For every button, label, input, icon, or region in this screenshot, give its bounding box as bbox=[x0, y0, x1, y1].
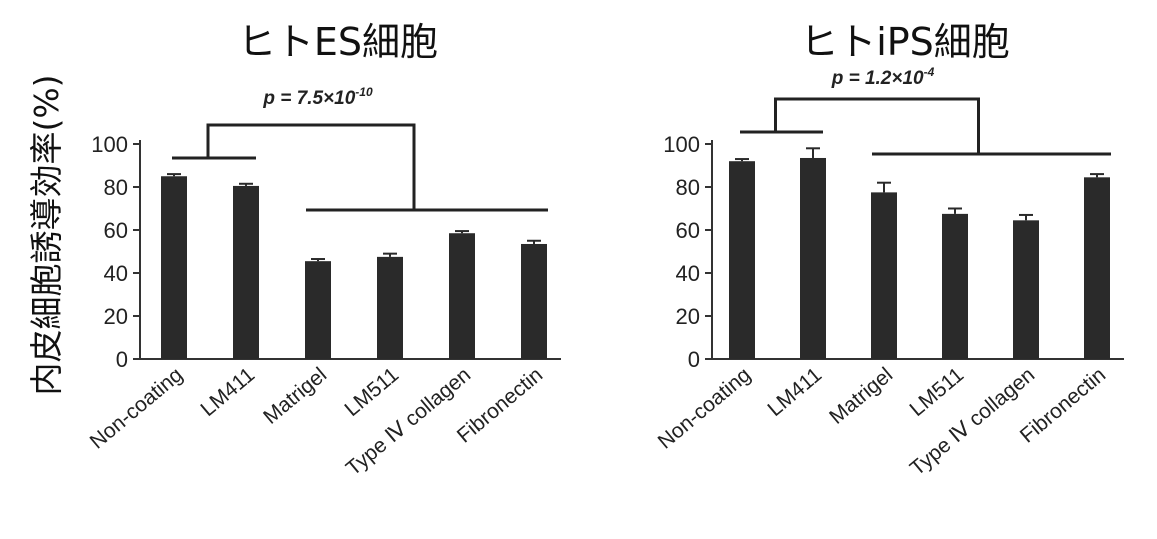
significance-bracket bbox=[774, 97, 980, 154]
chart-panel-es: ヒトES細胞 0 20 40 60 80 100 Non-coating LM411 Matrig… bbox=[86, 20, 561, 480]
bar bbox=[800, 157, 826, 359]
bar bbox=[233, 185, 259, 359]
bar bbox=[449, 233, 475, 359]
bar bbox=[871, 192, 897, 359]
bar bbox=[305, 261, 331, 359]
bar bbox=[161, 176, 187, 359]
x-tick-label: LM411 bbox=[196, 363, 259, 421]
bar bbox=[521, 243, 547, 359]
x-tick-label: Non-coating bbox=[86, 363, 188, 453]
y-tick-label: 0 bbox=[116, 347, 128, 372]
y-tick-label: 20 bbox=[104, 304, 128, 329]
chart-title: ヒトES細胞 bbox=[238, 20, 438, 64]
x-tick-label: Matrigel bbox=[259, 363, 331, 429]
x-tick-label: Type Ⅳ collagen bbox=[906, 363, 1039, 480]
y-tick-label: 100 bbox=[91, 132, 128, 157]
y-tick-label: 60 bbox=[676, 218, 700, 243]
x-tick-label: LM411 bbox=[763, 363, 826, 421]
bar bbox=[377, 256, 403, 359]
chart-panel-ips: ヒトiPS細胞 0 20 40 60 80 100 Non-coating LM411Matri… bbox=[654, 20, 1124, 480]
bar bbox=[1013, 220, 1039, 359]
p-value-label: p = 1.2×10-4 bbox=[831, 65, 935, 89]
y-tick-label: 60 bbox=[104, 218, 128, 243]
y-tick-label: 80 bbox=[104, 175, 128, 200]
x-tick-label: Matrigel bbox=[825, 363, 897, 429]
y-tick-label: 100 bbox=[663, 132, 700, 157]
x-tick-label: Non-coating bbox=[654, 363, 756, 453]
p-value-label: p = 7.5×10-10 bbox=[262, 85, 373, 109]
significance-bracket bbox=[206, 123, 416, 210]
bar bbox=[1084, 177, 1110, 359]
y-tick-label: 0 bbox=[688, 347, 700, 372]
x-tick-label: LM511 bbox=[340, 363, 403, 421]
bar bbox=[942, 213, 968, 359]
y-tick-label: 40 bbox=[676, 261, 700, 286]
y-axis-label: 内皮細胞誘導効率(%) bbox=[27, 74, 66, 395]
x-tick-label: LM511 bbox=[905, 363, 968, 421]
y-tick-label: 80 bbox=[676, 175, 700, 200]
y-tick-label: 40 bbox=[104, 261, 128, 286]
chart-title: ヒトiPS細胞 bbox=[800, 20, 1010, 64]
x-tick-label: Type Ⅳ collagen bbox=[342, 363, 475, 480]
y-tick-label: 20 bbox=[676, 304, 700, 329]
bar bbox=[729, 161, 755, 359]
